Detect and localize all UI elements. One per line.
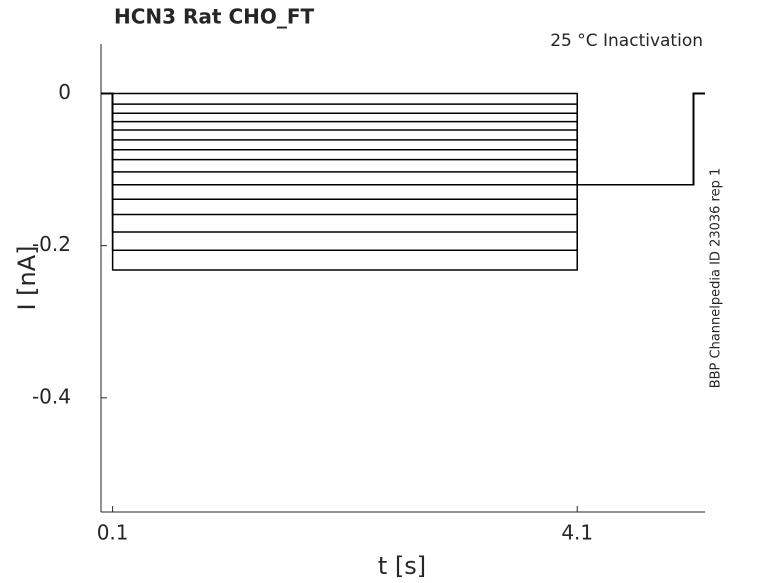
chart-title: HCN3 Rat CHO_FT <box>114 5 315 29</box>
x-axis-label: t [s] <box>378 552 426 580</box>
trace <box>101 92 705 271</box>
trace <box>101 92 705 186</box>
trace <box>101 92 705 233</box>
side-note: BBP Channelpedia ID 23036 rep 1 <box>709 168 724 389</box>
trace <box>101 92 705 216</box>
trace <box>101 92 705 186</box>
y-axis-label: I [nA] <box>13 245 41 310</box>
y-tick-label: -0.4 <box>32 384 71 408</box>
trace <box>101 92 705 200</box>
trace <box>101 92 705 186</box>
trace <box>101 92 705 186</box>
trace <box>101 92 705 186</box>
x-tick-label: 4.1 <box>561 521 593 545</box>
trace <box>101 92 705 186</box>
annotation: 25 °C Inactivation <box>550 31 703 51</box>
trace <box>101 92 705 186</box>
trace <box>101 92 705 186</box>
x-tick-label: 0.1 <box>97 521 129 545</box>
trace <box>101 92 705 186</box>
trace <box>101 92 705 186</box>
y-tick-label: -0.2 <box>32 232 71 256</box>
y-tick-label: 0 <box>58 80 71 104</box>
